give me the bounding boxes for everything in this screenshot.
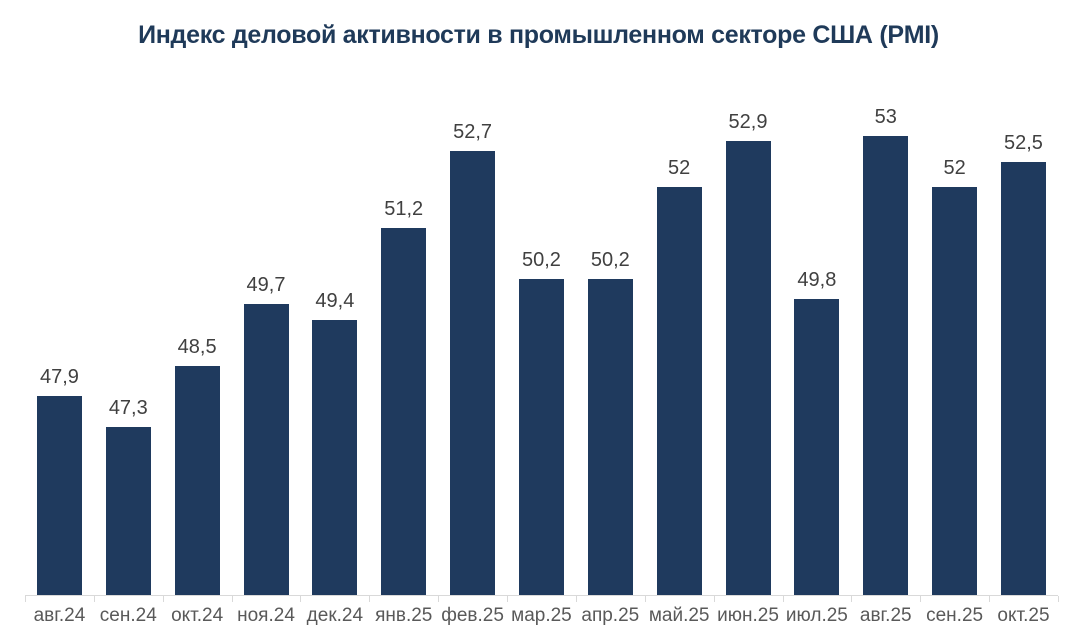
bar: 50,2 <box>587 249 633 595</box>
bar: 52,9 <box>725 111 771 595</box>
x-axis-tick-label: июл.25 <box>785 605 848 626</box>
bar: 47,3 <box>105 397 151 595</box>
x-axis-tick-label: мар.25 <box>511 605 572 626</box>
x-axis-tick <box>438 596 440 602</box>
bar: 52,5 <box>1000 132 1046 595</box>
bar-value-label: 52,7 <box>453 121 493 144</box>
x-axis-tick-label: авг.24 <box>33 605 86 626</box>
bar-value-label: 49,4 <box>315 289 355 312</box>
bar-column: 52,9 <box>714 85 783 595</box>
bar: 48,5 <box>174 336 220 595</box>
bar-value-label: 52,5 <box>1003 131 1043 154</box>
bar: 49,7 <box>243 274 289 595</box>
bar-value-label: 50,2 <box>590 248 630 271</box>
bar-column: 47,9 <box>25 85 94 595</box>
bar: 53 <box>863 106 909 595</box>
x-axis-tick <box>782 596 784 602</box>
bar: 52 <box>656 157 702 595</box>
x-axis-tick <box>575 596 577 602</box>
bar-value-label: 49,8 <box>797 269 837 292</box>
x-axis-tick <box>369 596 371 602</box>
bar-value-label: 47,3 <box>108 396 148 419</box>
plot-area: 47,9 47,3 48,5 49,7 49,4 51,2 52,7 50,2 50,2 52 52… <box>25 85 1058 595</box>
bar: 49,8 <box>794 269 840 595</box>
x-axis-tick <box>644 596 646 602</box>
x-axis-tick-label: фев.25 <box>441 605 504 626</box>
x-axis-tick <box>300 596 302 602</box>
bar-column: 47,3 <box>94 85 163 595</box>
bar: 47,9 <box>36 366 82 595</box>
bar-value-label: 52 <box>668 157 691 179</box>
bar-column: 52,5 <box>989 85 1058 595</box>
x-axis-tick-label: сен.24 <box>99 605 157 626</box>
bar-column: 49,7 <box>232 85 301 595</box>
bar: 50,2 <box>518 249 564 595</box>
bar: 51,2 <box>381 198 427 595</box>
x-axis-labels: авг.24 сен.24 окт.24 ноя.24 дек.24 янв.25 фев.… <box>25 605 1058 627</box>
bar-column: 49,4 <box>300 85 369 595</box>
x-axis-tick <box>920 596 922 602</box>
x-axis-tick <box>25 596 26 602</box>
x-axis-tick <box>162 596 164 602</box>
x-axis-tick-label: окт.25 <box>997 605 1050 626</box>
chart-title: Индекс деловой активности в промышленном… <box>138 21 939 49</box>
bar-value-label: 48,5 <box>177 335 217 358</box>
bar-column: 50,2 <box>507 85 576 595</box>
bar-column: 49,8 <box>782 85 851 595</box>
bar-column: 48,5 <box>163 85 232 595</box>
x-axis-tick <box>231 596 233 602</box>
bar-column: 53 <box>851 85 920 595</box>
x-axis-tick-label: авг.25 <box>859 605 912 626</box>
bar-value-label: 53 <box>874 106 897 128</box>
bar-value-label: 47,9 <box>39 366 79 389</box>
x-axis-tick-label: апр.25 <box>581 605 640 626</box>
bar-value-label: 52,9 <box>728 111 768 134</box>
x-axis-tick-label: июн.25 <box>717 605 779 626</box>
x-axis-tick <box>989 596 991 602</box>
bar-column: 52,7 <box>438 85 507 595</box>
bar-value-label: 52 <box>943 157 966 179</box>
bar-column: 51,2 <box>369 85 438 595</box>
bar-column: 52 <box>645 85 714 595</box>
x-axis-tick <box>713 596 715 602</box>
x-axis-tick-label: дек.24 <box>306 605 364 626</box>
bar: 52 <box>932 157 978 595</box>
x-axis-tick <box>1058 596 1059 602</box>
bar-column: 50,2 <box>576 85 645 595</box>
bar-value-label: 51,2 <box>384 197 424 220</box>
bar-column: 52 <box>920 85 989 595</box>
bar-value-label: 50,2 <box>521 248 561 271</box>
bar: 49,4 <box>312 290 358 595</box>
x-axis-tick <box>851 596 853 602</box>
x-axis-tick-label: янв.25 <box>375 605 433 626</box>
x-axis-tick-label: ноя.24 <box>237 605 295 626</box>
x-axis-tick-label: май.25 <box>648 605 710 626</box>
x-axis-tick-label: сен.25 <box>926 605 984 626</box>
x-axis-tick <box>507 596 509 602</box>
x-axis-tick <box>93 596 95 602</box>
x-axis-tick-label: окт.24 <box>171 605 224 626</box>
bar: 52,7 <box>450 121 496 595</box>
bar-value-label: 49,7 <box>246 274 286 297</box>
x-axis-line <box>25 595 1059 602</box>
